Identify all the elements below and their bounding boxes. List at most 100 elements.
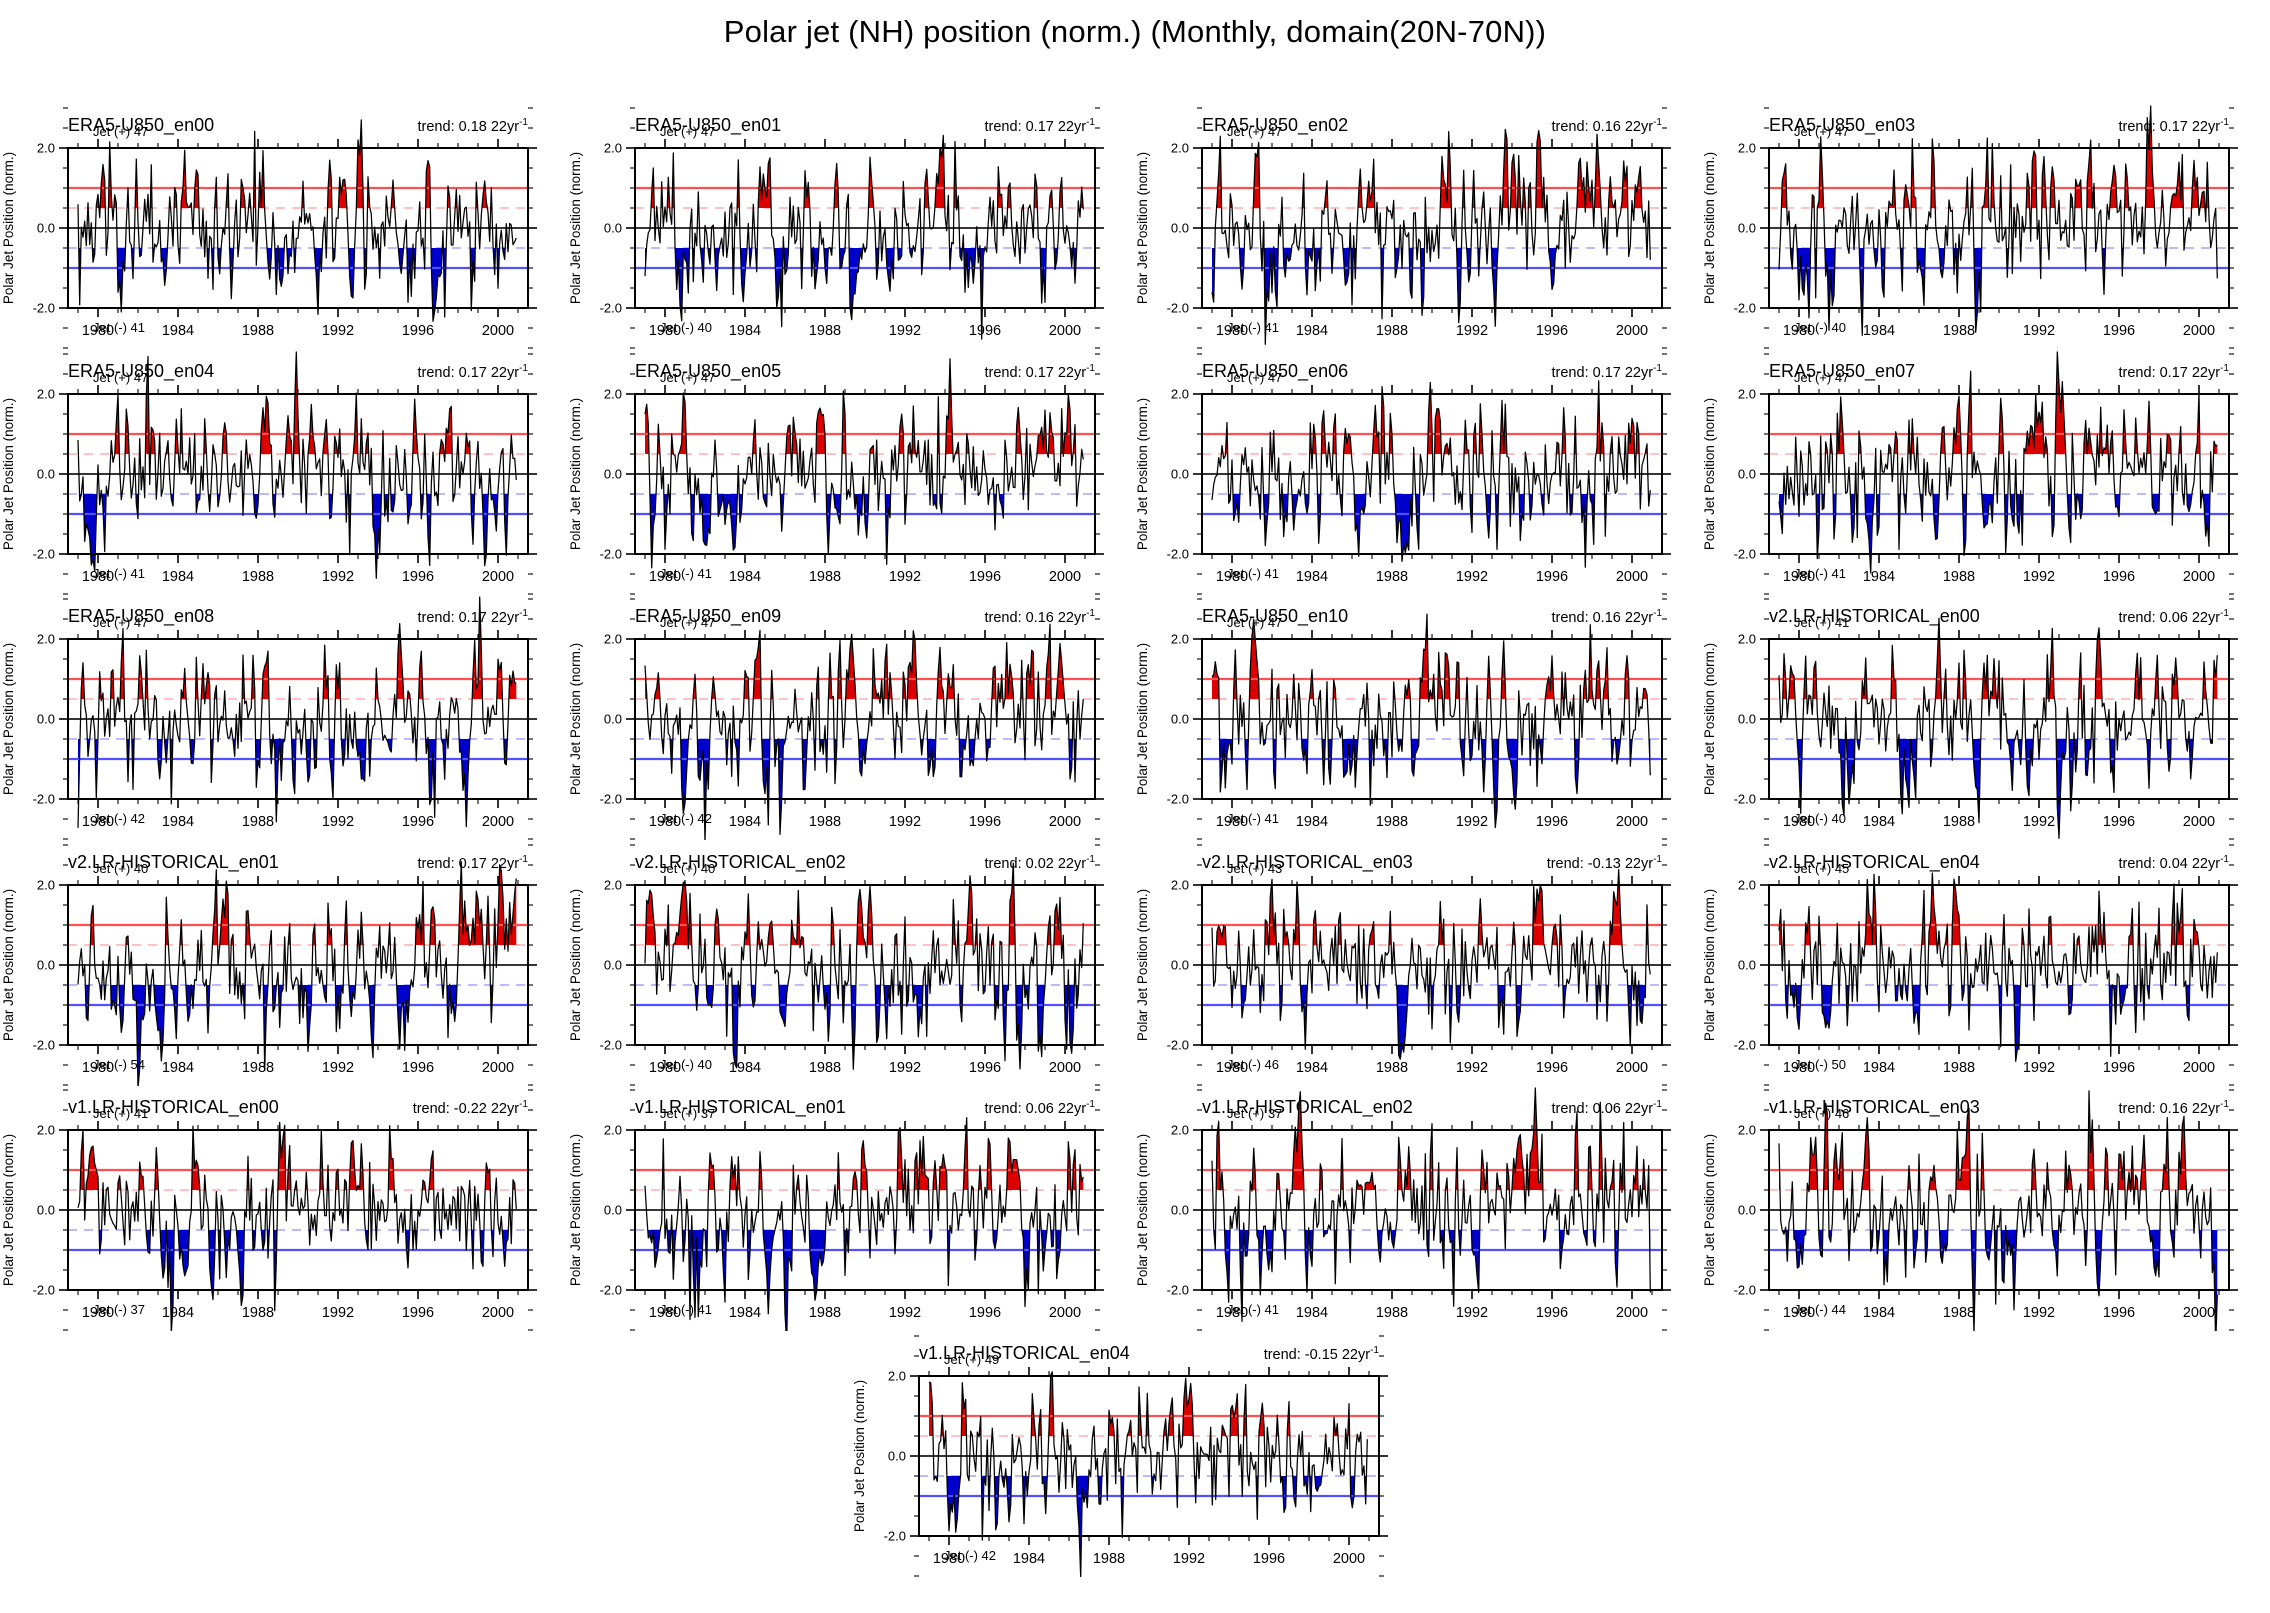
y-tick-label: 2.0 xyxy=(604,387,622,402)
x-ticks xyxy=(644,139,1086,317)
x-tick-label: 1992 xyxy=(889,323,921,339)
x-tick-label: 1996 xyxy=(1536,814,1568,830)
negative-fill xyxy=(1219,739,1651,828)
x-tick-label: 1992 xyxy=(2023,323,2055,339)
x-tick-label: 1996 xyxy=(2103,1060,2135,1076)
x-tick-label: 1996 xyxy=(402,814,434,830)
x-tick-label: 1984 xyxy=(1863,569,1895,585)
x-tick-label: 1984 xyxy=(162,1305,194,1321)
y-tick-label: 0.0 xyxy=(1738,467,1756,482)
positive-fill xyxy=(1212,869,1649,945)
series-line xyxy=(1211,1087,1651,1323)
trend-label: trend: 0.06 22yr-1 xyxy=(2119,608,2230,626)
jet-minus-label: Jet (-) 54 xyxy=(93,1057,145,1072)
panel-v2.LR-HISTORICAL_en00: v2.LR-HISTORICAL_en00 trend: 0.06 22yr-1 P… xyxy=(1701,595,2268,840)
jet-minus-label: Jet (-) 46 xyxy=(1227,1057,1279,1072)
x-tick-label: 1992 xyxy=(322,569,354,585)
trend-label: trend: -0.13 22yr-1 xyxy=(1547,854,1663,872)
trend-label: trend: 0.16 22yr-1 xyxy=(2119,1099,2230,1117)
jet-plus-label: Jet (+) 47 xyxy=(93,370,148,385)
panel-v2.LR-HISTORICAL_en03: v2.LR-HISTORICAL_en03 trend: -0.13 22yr-1… xyxy=(1134,841,1701,1086)
jet-minus-label: Jet (-) 41 xyxy=(1227,320,1279,335)
panel-plot: v2.LR-HISTORICAL_en02 trend: 0.02 22yr-1 P… xyxy=(568,844,1104,1086)
y-axis-label: Polar Jet Position (norm.) xyxy=(1,1134,16,1286)
x-tick-label: 1988 xyxy=(809,569,841,585)
x-tick-label: 1980 xyxy=(82,814,114,830)
y-tick-label: 0.0 xyxy=(37,467,55,482)
panel-plot: v2.LR-HISTORICAL_en04 trend: 0.04 22yr-1 P… xyxy=(1702,844,2238,1086)
panel-title: v1.LR-HISTORICAL_en00 xyxy=(68,1097,279,1118)
x-ticks xyxy=(77,1121,519,1299)
jet-minus-label: Jet (-) 41 xyxy=(1794,566,1846,581)
x-tick-label: 2000 xyxy=(1049,1060,1081,1076)
trend-label: trend: 0.17 22yr-1 xyxy=(1552,363,1663,381)
y-tick-label: -2.0 xyxy=(1167,547,1189,562)
panel-plot: v1.LR-HISTORICAL_en03 trend: 0.16 22yr-1 P… xyxy=(1702,1089,2238,1331)
x-tick-label: 1984 xyxy=(162,569,194,585)
y-tick-label: -2.0 xyxy=(1167,301,1189,316)
series-line xyxy=(928,1371,1368,1577)
negative-fill xyxy=(647,1230,1079,1331)
x-ticks xyxy=(1778,385,2220,563)
x-tick-label: 1992 xyxy=(2023,1060,2055,1076)
panel-v1.LR-HISTORICAL_en00: v1.LR-HISTORICAL_en00 trend: -0.22 22yr-1… xyxy=(0,1086,567,1331)
trend-label: trend: 0.17 22yr-1 xyxy=(2119,363,2230,381)
panel-title: ERA5-U850_en00 xyxy=(68,115,214,136)
positive-fill xyxy=(1795,352,2218,454)
x-tick-label: 1996 xyxy=(1536,1305,1568,1321)
x-tick-label: 1992 xyxy=(2023,814,2055,830)
panel-plot: ERA5-U850_en08 trend: 0.17 22yr-1 Polar Je… xyxy=(1,596,537,840)
x-tick-label: 1984 xyxy=(729,569,761,585)
x-tick-label: 2000 xyxy=(2183,569,2215,585)
panel-v1.LR-HISTORICAL_en01: v1.LR-HISTORICAL_en01 trend: 0.06 22yr-1 P… xyxy=(567,1086,1134,1331)
jet-minus-label: Jet (-) 40 xyxy=(1794,811,1846,826)
jet-minus-label: Jet (-) 40 xyxy=(1794,320,1846,335)
panel-ERA5-U850_en00: ERA5-U850_en00 trend: 0.18 22yr-1 Polar Je… xyxy=(0,104,567,349)
x-tick-label: 1992 xyxy=(322,1305,354,1321)
series-line xyxy=(644,358,1084,569)
x-tick-label: 1984 xyxy=(1296,1060,1328,1076)
panel-title: ERA5-U850_en09 xyxy=(635,606,781,627)
x-tick-label: 1980 xyxy=(933,1551,965,1567)
y-tick-label: -2.0 xyxy=(1167,1038,1189,1053)
x-tick-label: 1988 xyxy=(1943,569,1975,585)
series-line xyxy=(1778,351,2218,574)
panel-title: v1.LR-HISTORICAL_en03 xyxy=(1769,1097,1980,1118)
y-axis-label: Polar Jet Position (norm.) xyxy=(568,889,583,1041)
y-tick-label: -2.0 xyxy=(1734,547,1756,562)
y-tick-label: 2.0 xyxy=(604,141,622,156)
panel-plot: ERA5-U850_en09 trend: 0.16 22yr-1 Polar Je… xyxy=(568,598,1104,840)
jet-minus-label: Jet (-) 42 xyxy=(660,811,712,826)
panel-plot: v2.LR-HISTORICAL_en03 trend: -0.13 22yr-1… xyxy=(1135,844,1671,1086)
y-tick-label: 2.0 xyxy=(37,387,55,402)
y-tick-label: 0.0 xyxy=(604,712,622,727)
x-tick-label: 2000 xyxy=(1049,814,1081,830)
x-tick-label: 1992 xyxy=(322,323,354,339)
x-ticks xyxy=(928,1367,1370,1545)
x-ticks xyxy=(644,385,1086,563)
x-tick-label: 1984 xyxy=(729,323,761,339)
x-tick-label: 1984 xyxy=(729,1305,761,1321)
y-tick-label: 0.0 xyxy=(37,712,55,727)
x-tick-label: 1988 xyxy=(809,814,841,830)
x-tick-label: 2000 xyxy=(1333,1551,1365,1567)
x-tick-label: 2000 xyxy=(2183,814,2215,830)
y-axis-label: Polar Jet Position (norm.) xyxy=(1135,152,1150,304)
x-tick-label: 1992 xyxy=(2023,1305,2055,1321)
x-tick-label: 1988 xyxy=(242,323,274,339)
x-tick-label: 1980 xyxy=(82,1060,114,1076)
main-title: Polar jet (NH) position (norm.) (Monthly… xyxy=(723,14,1547,49)
y-tick-label: 0.0 xyxy=(1738,1203,1756,1218)
jet-plus-label: Jet (+) 47 xyxy=(660,615,715,630)
y-tick-label: -2.0 xyxy=(884,1529,906,1544)
panel-ERA5-U850_en05: ERA5-U850_en05 trend: 0.17 22yr-1 Polar Je… xyxy=(567,350,1134,595)
series-line xyxy=(644,862,1084,1070)
x-tick-label: 1996 xyxy=(969,569,1001,585)
x-tick-label: 1988 xyxy=(1943,1060,1975,1076)
x-tick-label: 1988 xyxy=(1943,814,1975,830)
x-tick-label: 1992 xyxy=(322,814,354,830)
trend-label: trend: 0.18 22yr-1 xyxy=(418,117,529,135)
series-line xyxy=(1211,380,1651,568)
y-tick-label: 2.0 xyxy=(1171,141,1189,156)
x-tick-label: 1996 xyxy=(969,323,1001,339)
